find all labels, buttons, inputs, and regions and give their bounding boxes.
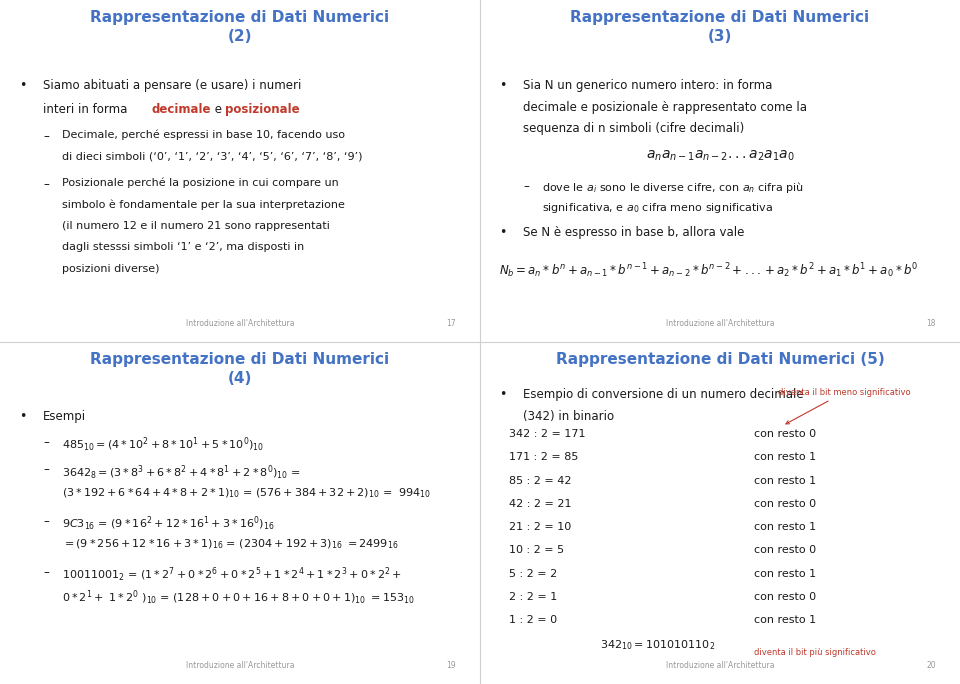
Text: •: • [19,79,27,92]
Text: interi in forma: interi in forma [43,103,132,116]
Text: 18: 18 [926,319,936,328]
Text: –: – [43,515,49,528]
Text: –: – [43,464,49,477]
Text: con resto 1: con resto 1 [754,453,816,462]
Text: Introduzione all'Architettura: Introduzione all'Architettura [185,661,295,670]
Text: simbolo è fondamentale per la sua interpretazione: simbolo è fondamentale per la sua interp… [62,199,346,209]
Text: di dieci simboli (‘0’, ‘1’, ‘2’, ‘3’, ‘4’, ‘5’, ‘6’, ‘7’, ‘8’, ‘9’): di dieci simboli (‘0’, ‘1’, ‘2’, ‘3’, ‘4… [62,152,363,162]
Text: con resto 1: con resto 1 [754,476,816,486]
Text: $(3*192+6*64+4*8+2*1)_{10}$ = $(576+384+32+2)_{10}$ =  $994_{10}$: $(3*192+6*64+4*8+2*1)_{10}$ = $(576+384+… [62,486,431,500]
Text: $10011001_2$ = $(1*2^7+0*2^6+0*2^5+1*2^4+1*2^3+0*2^2+$: $10011001_2$ = $(1*2^7+0*2^6+0*2^5+1*2^4… [62,566,402,584]
Text: $9C3_{16}$ = $(9*16^2+12*16^1+3*16^0)_{16}$: $9C3_{16}$ = $(9*16^2+12*16^1+3*16^0)_{1… [62,515,275,533]
Text: posizioni diverse): posizioni diverse) [62,264,160,274]
Text: •: • [499,79,507,92]
Text: $3642_8=(3*8^3+6*8^2+4*8^1+2*8^0)_{10}$ =: $3642_8=(3*8^3+6*8^2+4*8^1+2*8^0)_{10}$ … [62,464,301,482]
Text: Esempi: Esempi [43,410,86,423]
Text: $342_{10}=101010110_2$: $342_{10}=101010110_2$ [600,637,715,651]
Text: Esempio di conversione di un numero decimale: Esempio di conversione di un numero deci… [523,389,804,402]
Text: •: • [499,389,507,402]
Text: con resto 1: con resto 1 [754,523,816,532]
Text: Siamo abituati a pensare (e usare) i numeri: Siamo abituati a pensare (e usare) i num… [43,79,301,92]
Text: –: – [43,566,49,579]
Text: 171 : 2 = 85: 171 : 2 = 85 [509,453,578,462]
Text: 19: 19 [446,661,456,670]
Text: Introduzione all'Architettura: Introduzione all'Architettura [185,319,295,328]
Text: 17: 17 [446,319,456,328]
Text: Rappresentazione di Dati Numerici
(2): Rappresentazione di Dati Numerici (2) [90,10,390,44]
Text: $485_{10}=(4*10^2+8*10^1+5*10^0)_{10}$: $485_{10}=(4*10^2+8*10^1+5*10^0)_{10}$ [62,436,265,454]
Text: 20: 20 [926,661,936,670]
Text: diventa il bit meno significativo: diventa il bit meno significativo [778,388,910,424]
Text: •: • [19,410,27,423]
Text: Introduzione all'Architettura: Introduzione all'Architettura [665,661,775,670]
Text: decimale e posizionale è rappresentato come la: decimale e posizionale è rappresentato c… [523,101,807,114]
Text: Rappresentazione di Dati Numerici (5): Rappresentazione di Dati Numerici (5) [556,352,884,367]
Text: 2 : 2 = 1: 2 : 2 = 1 [509,592,557,602]
Text: Rappresentazione di Dati Numerici
(3): Rappresentazione di Dati Numerici (3) [570,10,870,44]
Text: con resto 1: con resto 1 [754,616,816,625]
Text: con resto 0: con resto 0 [754,499,816,509]
Text: 5 : 2 = 2: 5 : 2 = 2 [509,569,557,579]
Text: 42 : 2 = 21: 42 : 2 = 21 [509,499,571,509]
Text: $a_na_{n-1}a_{n-2}...a_2a_1a_0$: $a_na_{n-1}a_{n-2}...a_2a_1a_0$ [645,149,795,163]
Text: 1 : 2 = 0: 1 : 2 = 0 [509,616,557,625]
Text: $0*2^1+$ $1*2^0$ $)_{10}$ = $(128+0+0+16+8+0+0+1)_{10}$ $=153_{10}$: $0*2^1+$ $1*2^0$ $)_{10}$ = $(128+0+0+16… [62,589,416,607]
Text: (il numero 12 e il numero 21 sono rappresentati: (il numero 12 e il numero 21 sono rappre… [62,221,330,231]
Text: 10 : 2 = 5: 10 : 2 = 5 [509,546,564,555]
Text: $N_b=a_n*b^n+a_{n-1}*b^{n-1}+a_{n-2}*b^{n-2}+...+a_2*b^2+a_1*b^1+a_0*b^0$: $N_b=a_n*b^n+a_{n-1}*b^{n-1}+a_{n-2}*b^{… [499,262,919,280]
Text: con resto 1: con resto 1 [754,569,816,579]
Text: Rappresentazione di Dati Numerici
(4): Rappresentazione di Dati Numerici (4) [90,352,390,386]
Text: 342 : 2 = 171: 342 : 2 = 171 [509,430,586,439]
Text: 85 : 2 = 42: 85 : 2 = 42 [509,476,571,486]
Text: –: – [43,178,49,191]
Text: (342) in binario: (342) in binario [523,410,614,423]
Text: diventa il bit più significativo: diventa il bit più significativo [754,648,876,657]
Text: Se N è espresso in base b, allora vale: Se N è espresso in base b, allora vale [523,226,745,239]
Text: significativa, e $a_0$ cifra meno significativa: significativa, e $a_0$ cifra meno signif… [542,201,774,215]
Text: Decimale, perché espressi in base 10, facendo uso: Decimale, perché espressi in base 10, fa… [62,130,346,140]
Text: dove le $a_i$ sono le diverse cifre, con $a_n$ cifra più: dove le $a_i$ sono le diverse cifre, con… [542,180,804,194]
Text: –: – [43,130,49,143]
Text: Introduzione all'Architettura: Introduzione all'Architettura [665,319,775,328]
Text: Sia N un generico numero intero: in forma: Sia N un generico numero intero: in form… [523,79,773,92]
Text: con resto 0: con resto 0 [754,430,816,439]
Text: –: – [523,180,529,193]
Text: •: • [499,226,507,239]
Text: 21 : 2 = 10: 21 : 2 = 10 [509,523,571,532]
Text: decimale: decimale [151,103,210,116]
Text: dagli stesssi simboli ‘1’ e ‘2’, ma disposti in: dagli stesssi simboli ‘1’ e ‘2’, ma disp… [62,242,304,252]
Text: Posizionale perché la posizione in cui compare un: Posizionale perché la posizione in cui c… [62,178,339,188]
Text: con resto 0: con resto 0 [754,592,816,602]
Text: e: e [211,103,226,116]
Text: con resto 0: con resto 0 [754,546,816,555]
Text: posizionale: posizionale [225,103,300,116]
Text: –: – [43,436,49,449]
Text: sequenza di n simboli (cifre decimali): sequenza di n simboli (cifre decimali) [523,122,744,135]
Text: $=(9*256+12*16+3*1)_{16}$ = $(2304+192+3)_{16}$ $=2499_{16}$: $=(9*256+12*16+3*1)_{16}$ = $(2304+192+3… [62,538,398,551]
